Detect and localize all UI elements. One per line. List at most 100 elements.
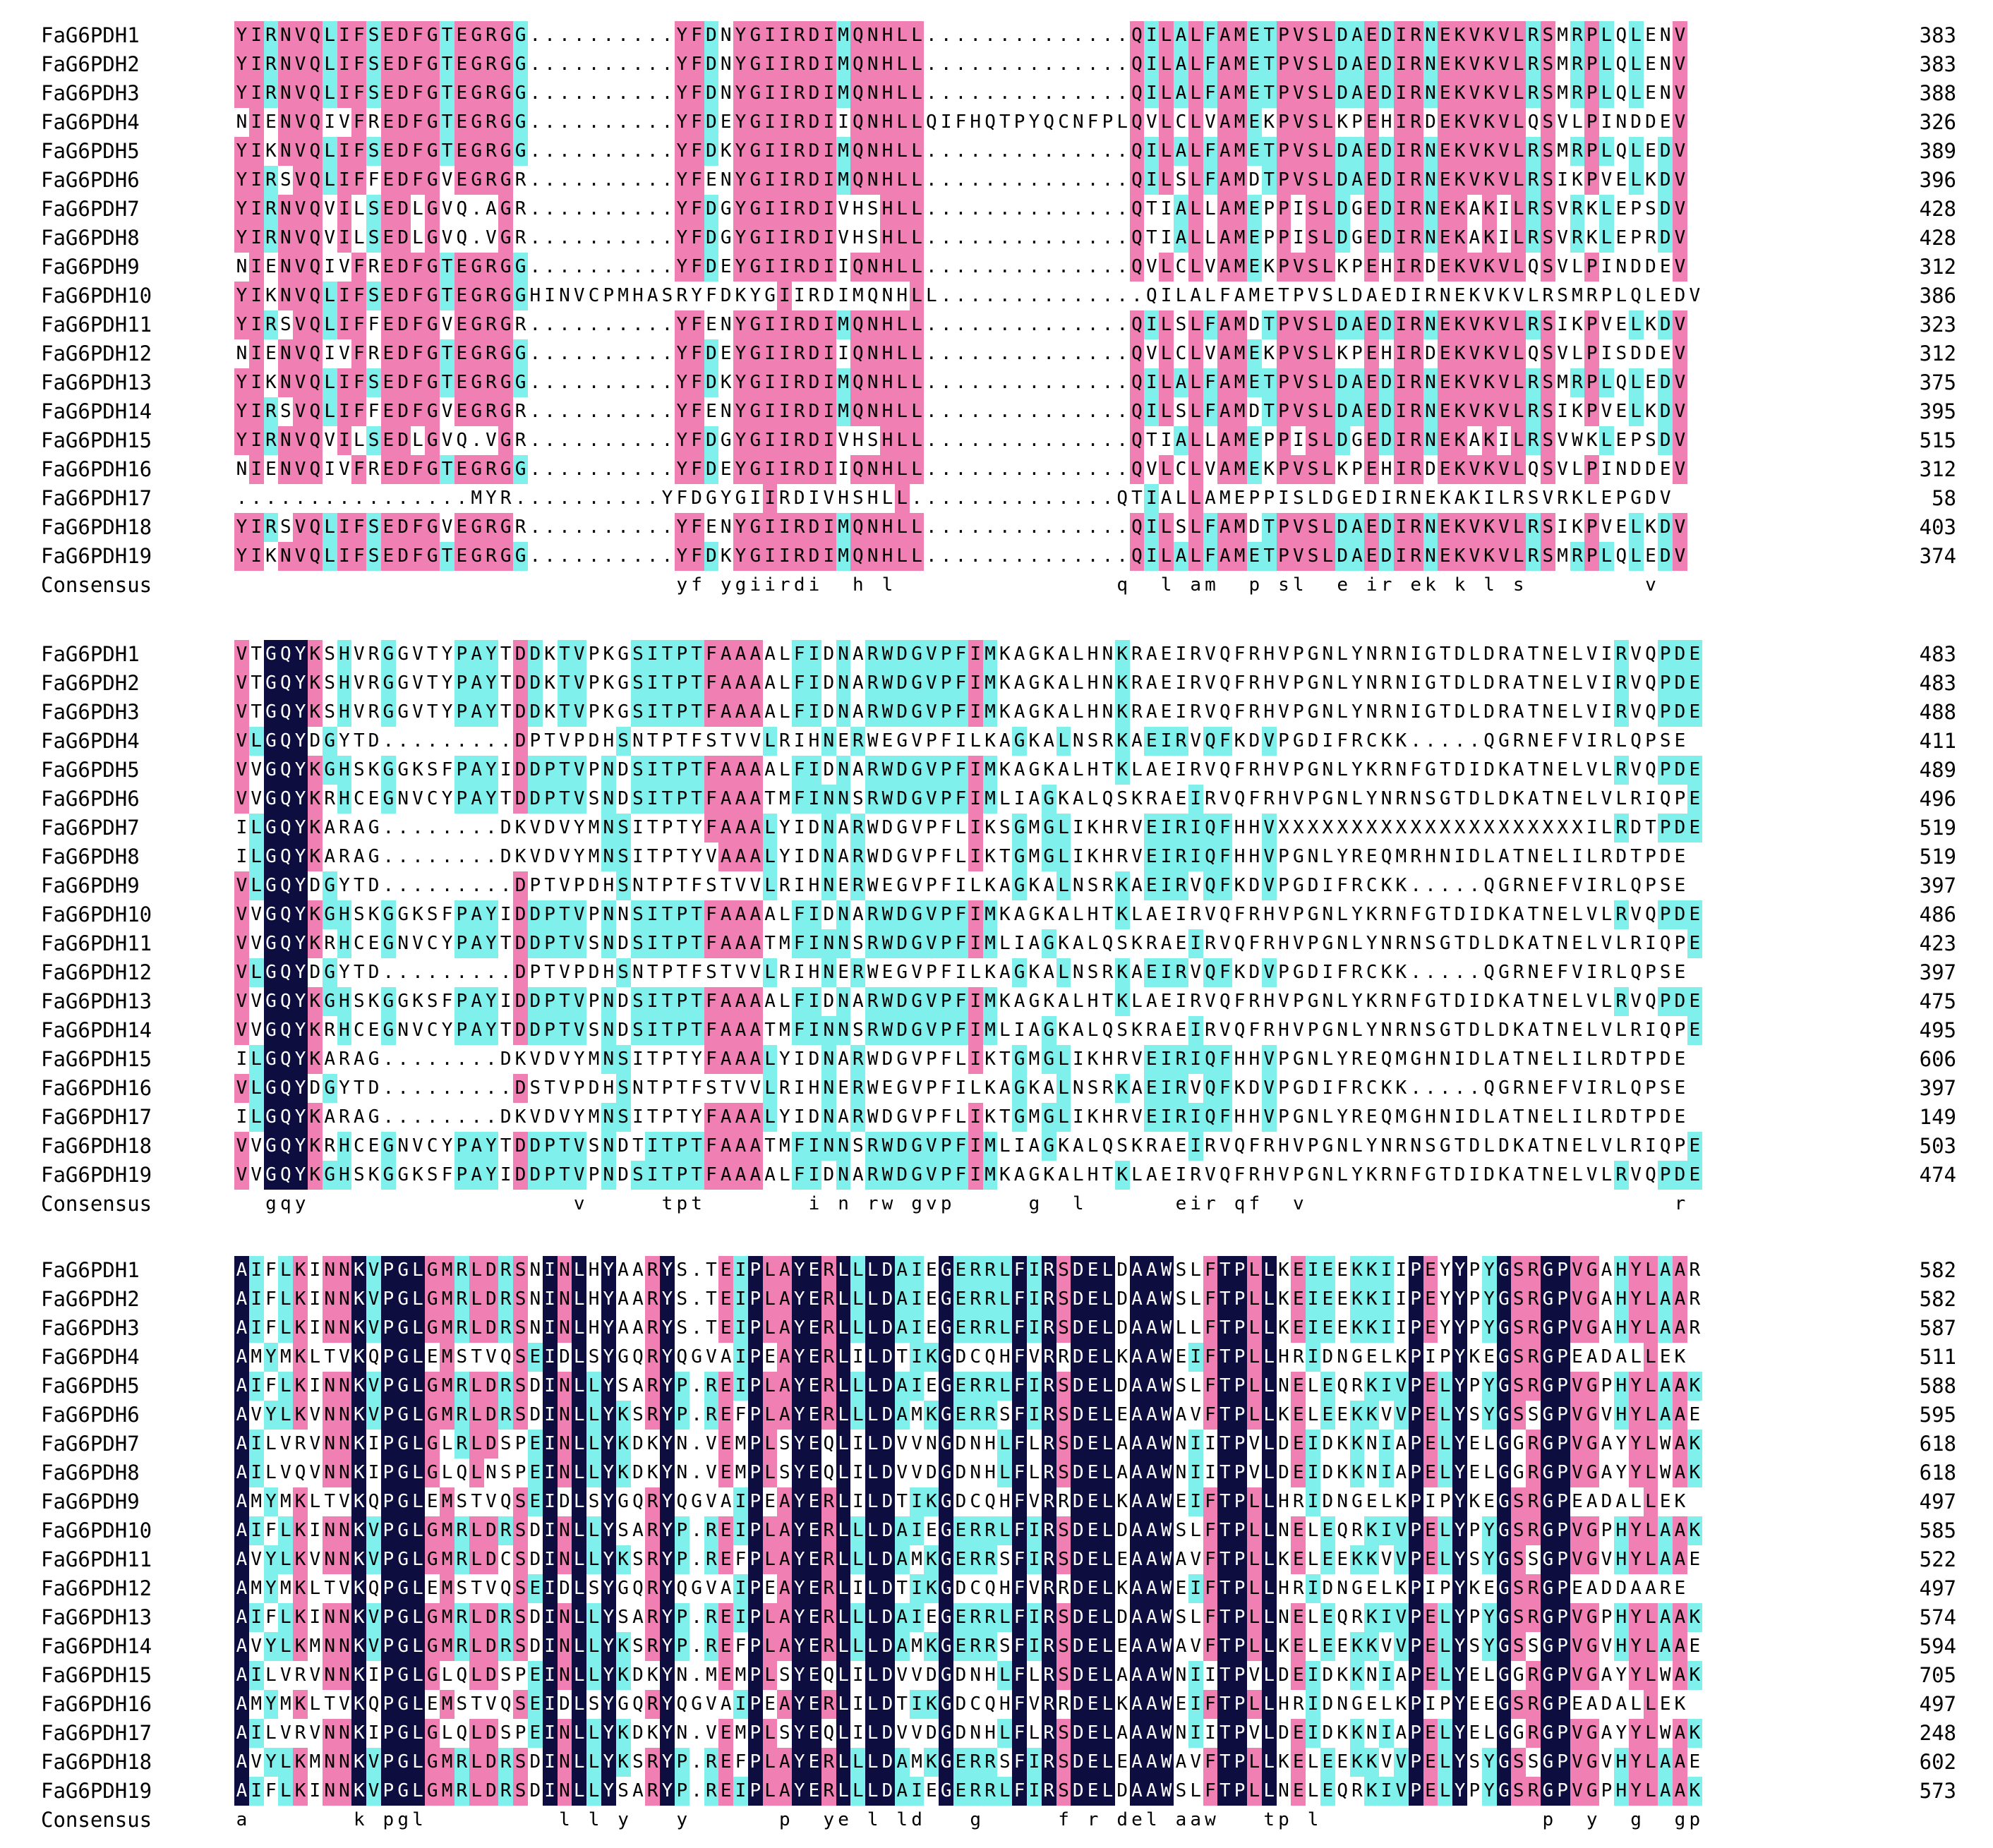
sequence-name: FaG6PDH9 <box>41 874 140 898</box>
sequence-name: FaG6PDH12 <box>41 1576 152 1600</box>
residue-position: 396 <box>1919 168 1956 192</box>
sequence-row: FaG6PDH15 I L G Q Y K A R A G........ D K V D V Y M N S I T P T… <box>0 1045 1993 1074</box>
residue-position: 483 <box>1919 642 1956 666</box>
residue-position: 58 <box>1932 486 1956 510</box>
sequence-row: FaG6PDH14 V V G Q Y K R H C E G N V C Y P A Y T D D P T V S N D S I T P… <box>0 1016 1993 1045</box>
residue-position: 585 <box>1919 1518 1956 1542</box>
residue-position: 582 <box>1919 1258 1956 1282</box>
sequence-row: FaG6PDH17 ................ M Y R.......... Y F… <box>0 484 1993 513</box>
residue-position: 486 <box>1919 902 1956 926</box>
sequence-row: FaG6PDH12 A M Y M K L T V K Q P G L E M S T V Q S E I D L S Y G Q R Y Q… <box>0 1574 1993 1603</box>
sequence-name: FaG6PDH18 <box>41 1134 152 1158</box>
sequence-row: FaG6PDH2 Y I R N V Q L I F S E D F G T E G R G G.......... Y F… <box>0 50 1993 79</box>
residue-position: 383 <box>1919 23 1956 47</box>
sequence-name: FaG6PDH8 <box>41 1461 140 1485</box>
sequence-row: FaG6PDH9 V L G Q Y D G Y T D......... D P T V P D H S N T P T F… <box>0 871 1993 900</box>
residue-position: 594 <box>1919 1634 1956 1658</box>
sequence-name: FaG6PDH6 <box>41 168 140 192</box>
sequence-name: FaG6PDH2 <box>41 671 140 695</box>
sequence-row: FaG6PDH5 A I F L K I N N K V P G L G M R L D R S D I N L L Y S A R Y P.… <box>0 1372 1993 1401</box>
sequence-name: FaG6PDH19 <box>41 1779 152 1803</box>
sequence-row: FaG6PDH16 V L G Q Y D G Y T D......... D S T V P D H S N T P T… <box>0 1074 1993 1103</box>
alignment-block: FaG6PDH1 Y I R N V Q L I F S E D F G T E G R G G.......... Y F… <box>0 21 1993 600</box>
sequence-name: FaG6PDH6 <box>41 1403 140 1427</box>
residue-position: 149 <box>1919 1105 1956 1129</box>
sequence-row: FaG6PDH5 Y I K N V Q L I F S E D F G T E G R G G.......... Y F… <box>0 137 1993 166</box>
residue-position: 618 <box>1919 1461 1956 1485</box>
sequence-name: FaG6PDH14 <box>41 1018 152 1042</box>
sequence-row: FaG6PDH13 A I F L K I N N K V P G L G M R L D R S D I N L L Y S A R Y P… <box>0 1603 1993 1632</box>
sequence-name: FaG6PDH7 <box>41 816 140 840</box>
sequence-name: FaG6PDH13 <box>41 989 152 1013</box>
sequence-name: FaG6PDH4 <box>41 729 140 753</box>
sequence-row: FaG6PDH18 V V G Q Y K R H C E G N V C Y P A Y T D D P T V S N D T I T P… <box>0 1132 1993 1161</box>
sequence-row: FaG6PDH8 Y I R N V Q V I L S E D L G V Q. V G R.......... Y F… <box>0 224 1993 253</box>
sequence-name: FaG6PDH6 <box>41 787 140 811</box>
residue-position: 388 <box>1919 81 1956 105</box>
sequence-name: FaG6PDH1 <box>41 23 140 47</box>
sequence-name: FaG6PDH2 <box>41 1287 140 1311</box>
sequence-row: FaG6PDH6 A V Y L K V N N K V P G L G M R L D R S D I N L L Y K S R Y P.… <box>0 1401 1993 1430</box>
alignment-block: FaG6PDH1 V T G Q Y K S H V R G G V T Y P A Y T D D K T V P K G S I T P T… <box>0 640 1993 1219</box>
sequence-row: FaG6PDH4 N I E N V Q I V F R E D F G T E G R G G.......... Y F… <box>0 108 1993 137</box>
sequence-name: FaG6PDH8 <box>41 226 140 250</box>
sequence-row: FaG6PDH16 N I E N V Q I V F R E D F G T E G R G G.......... Y… <box>0 455 1993 484</box>
residue-position: 522 <box>1919 1547 1956 1571</box>
residue-position: 397 <box>1919 960 1956 984</box>
residue-position: 488 <box>1919 700 1956 724</box>
sequence-name: FaG6PDH7 <box>41 197 140 221</box>
sequence-row: FaG6PDH9 N I E N V Q I V F R E D F G T E G R G G.......... Y F… <box>0 253 1993 282</box>
sequence-name: FaG6PDH18 <box>41 1750 152 1774</box>
sequence-name: FaG6PDH9 <box>41 255 140 279</box>
sequence-row: FaG6PDH1 A I F L K I N N K V P G L G M R L D R S N I N L H Y A A R Y S.… <box>0 1256 1993 1285</box>
sequence-name: FaG6PDH5 <box>41 758 140 782</box>
sequence-row: FaG6PDH13 Y I K N V Q L I F S E D F G T E G R G G.......... Y… <box>0 368 1993 397</box>
sequence-row: FaG6PDH15 Y I R N V Q V I L S E D L G V Q. V G R.......... Y… <box>0 426 1993 455</box>
sequence-name: FaG6PDH3 <box>41 1316 140 1340</box>
sequence-name: FaG6PDH7 <box>41 1432 140 1456</box>
sequence-name: FaG6PDH13 <box>41 370 152 394</box>
consensus-label: Consensus <box>41 1808 152 1832</box>
residue-position: 474 <box>1919 1163 1956 1187</box>
residue-position: 503 <box>1919 1134 1956 1158</box>
residue-position: 248 <box>1919 1721 1956 1745</box>
residue-position: 574 <box>1919 1605 1956 1629</box>
residue-position: 573 <box>1919 1779 1956 1803</box>
residue-position: 495 <box>1919 1018 1956 1042</box>
residue-position: 323 <box>1919 313 1956 337</box>
residue-position: 423 <box>1919 931 1956 955</box>
sequence-row: FaG6PDH4 A M Y M K L T V K Q P G L E M S T V Q S E I D L S Y G Q R Y Q G… <box>0 1343 1993 1372</box>
sequence-row: FaG6PDH13 V V G Q Y K G H S K G G K S F P A Y I D D P T V P N D S I T P… <box>0 987 1993 1016</box>
sequence-row: FaG6PDH7 Y I R N V Q V I L S E D L G V Q. A G R.......... Y F… <box>0 195 1993 224</box>
sequence-row: FaG6PDH6 V V G Q Y K R H C E G N V C Y P A Y T D D P T V S N D S I T P T… <box>0 785 1993 814</box>
sequence-row: FaG6PDH8 I L G Q Y K A R A G........ D K V D V Y M N S I T P T Y… <box>0 843 1993 871</box>
